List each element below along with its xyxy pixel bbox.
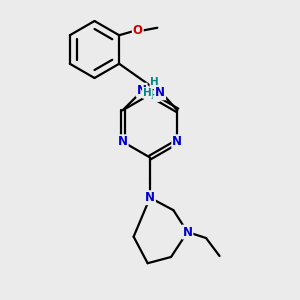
Text: N: N xyxy=(145,88,155,101)
Text: N: N xyxy=(182,226,192,238)
Text: N: N xyxy=(155,86,165,99)
Text: N: N xyxy=(136,84,147,97)
Text: H: H xyxy=(143,88,152,98)
Text: N: N xyxy=(118,135,128,148)
Text: N: N xyxy=(145,191,155,204)
Text: H: H xyxy=(150,91,159,101)
Text: O: O xyxy=(133,24,143,37)
Text: H: H xyxy=(150,77,159,87)
Text: N: N xyxy=(172,135,182,148)
